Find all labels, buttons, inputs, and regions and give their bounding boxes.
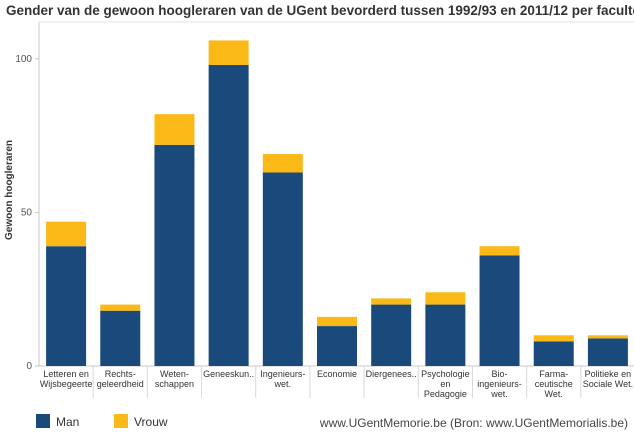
x-tick-label: Letteren en [43,369,89,379]
x-tick-label: en [440,379,450,389]
x-tick-label: wet. [490,389,508,399]
x-tick-label: Rechts- [105,369,136,379]
bar-man [46,246,87,366]
bar-vrouw [425,292,466,305]
source-credit: www.UGentMemorie.be (Bron: www.UGentMemo… [319,416,628,430]
x-tick-label: Pedagogie [424,389,467,399]
x-tick-label: Bio- [492,369,508,379]
x-tick-label: Geneeskun.. [203,369,254,379]
x-tick-label: ceutische [535,379,573,389]
x-tick-label: schappen [155,379,194,389]
y-tick-label: 50 [21,207,33,218]
bar-man [208,65,249,366]
bar-vrouw [100,304,141,311]
bar-vrouw [533,335,574,342]
legend-label: Vrouw [134,415,168,429]
bar-vrouw [371,298,412,305]
x-tick-label: Weten- [160,369,189,379]
x-tick-label: ingenieurs- [477,379,522,389]
bar-man [317,326,357,366]
legend-item-man: Man [36,414,79,429]
legend-swatch [36,414,50,428]
y-axis-title: Gewoon hoogleraren [4,140,15,240]
chart-title: Gender van de gewoon hoogleraren van de … [6,3,634,18]
chart-bars [46,40,628,366]
bar-man [154,144,195,366]
x-tick-label: Ingenieurs- [260,369,305,379]
bar-vrouw [587,335,628,339]
x-tick-label: geleerdheid [97,379,144,389]
chart-labels: 0 50 100 Gewoon hoogleraren Letteren enWijsb… [4,54,633,399]
legend-label: Man [56,415,80,429]
bar-man [425,304,466,366]
y-tick-label: 100 [15,54,32,65]
x-tick-label: Psychologie [421,369,470,379]
x-tick-label: Farma- [539,369,568,379]
legend-item-vrouw: Vrouw [114,414,168,429]
bar-vrouw [262,154,303,173]
x-tick-label: Wijsbegeerte [40,379,93,389]
x-tick-label: wet. [274,379,292,389]
bar-man [533,341,574,366]
x-tick-label: Sociale Wet. [583,379,633,389]
bar-man [587,338,628,366]
bar-vrouw [46,221,87,247]
y-tick-label: 0 [26,361,32,372]
bar-man [479,255,520,366]
bar-vrouw [317,316,357,327]
bar-vrouw [479,246,520,256]
legend-swatch [114,414,128,428]
bar-man [100,310,141,366]
bar-chart: 0 50 100 Gewoon hoogleraren Letteren enWijsb… [4,21,634,399]
bar-man [262,172,303,366]
x-tick-label: Wet. [545,389,563,399]
bar-man [371,304,412,366]
x-tick-label: Diergenees.. [366,369,417,379]
x-tick-label: Politieke en [585,369,632,379]
bar-vrouw [208,40,249,65]
bar-vrouw [154,114,195,145]
x-tick-label: Economie [317,369,357,379]
